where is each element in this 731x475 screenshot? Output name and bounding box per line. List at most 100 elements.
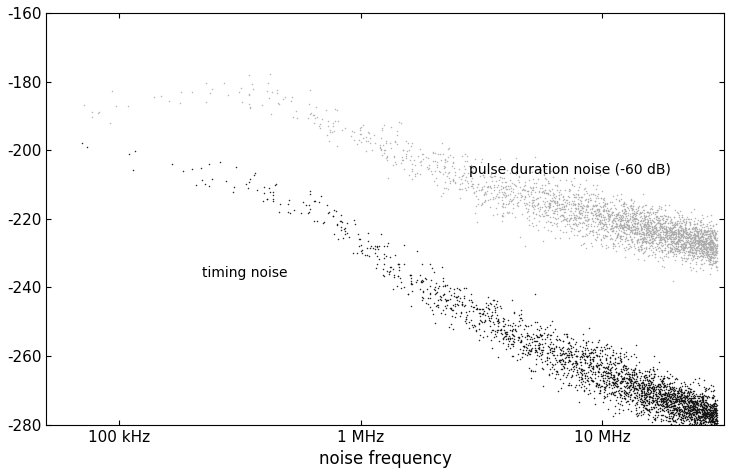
- Point: [700, 251, 712, 258]
- Point: [498, 314, 510, 322]
- Point: [665, 247, 677, 254]
- Point: [664, 247, 676, 255]
- Point: [515, 310, 527, 318]
- Point: [485, 190, 497, 197]
- Point: [633, 245, 645, 253]
- Point: [544, 348, 556, 355]
- Point: [673, 384, 685, 391]
- Point: [331, 142, 343, 150]
- Point: [701, 427, 713, 434]
- Point: [709, 406, 721, 414]
- Point: [683, 233, 694, 241]
- Point: [625, 408, 637, 415]
- Point: [597, 222, 609, 229]
- Point: [665, 228, 677, 236]
- Point: [624, 381, 635, 389]
- Point: [618, 226, 630, 234]
- Point: [564, 348, 576, 355]
- Point: [699, 235, 711, 243]
- Point: [395, 278, 407, 286]
- Point: [695, 232, 707, 239]
- Point: [638, 233, 650, 241]
- Point: [685, 399, 697, 406]
- Point: [637, 403, 648, 411]
- Point: [601, 372, 613, 380]
- Point: [523, 176, 535, 184]
- Point: [670, 390, 681, 398]
- Point: [402, 290, 414, 298]
- Point: [709, 426, 721, 433]
- Point: [445, 291, 457, 299]
- Point: [697, 394, 709, 401]
- Point: [625, 391, 637, 399]
- Point: [631, 224, 643, 232]
- Point: [580, 202, 592, 210]
- Point: [620, 364, 632, 371]
- Point: [668, 395, 680, 403]
- Point: [510, 192, 521, 200]
- Point: [657, 256, 669, 263]
- Point: [624, 223, 635, 230]
- Point: [602, 364, 613, 372]
- Point: [662, 231, 674, 238]
- Point: [677, 246, 689, 254]
- Point: [657, 233, 669, 241]
- Point: [683, 404, 694, 412]
- Point: [710, 408, 721, 416]
- Point: [607, 245, 618, 252]
- Point: [574, 342, 586, 349]
- Point: [683, 436, 695, 444]
- Point: [704, 240, 716, 247]
- Point: [610, 381, 621, 389]
- Point: [674, 422, 686, 429]
- Point: [580, 221, 592, 229]
- Point: [604, 199, 616, 206]
- Point: [529, 196, 540, 204]
- Point: [692, 430, 704, 438]
- Point: [645, 380, 656, 388]
- Point: [622, 221, 634, 229]
- Point: [677, 397, 689, 404]
- Point: [436, 264, 448, 271]
- Point: [640, 404, 651, 411]
- Point: [664, 379, 675, 387]
- Point: [645, 205, 656, 213]
- Point: [421, 285, 433, 293]
- Point: [563, 185, 575, 192]
- Point: [625, 381, 637, 389]
- Point: [636, 234, 648, 242]
- Point: [656, 225, 668, 232]
- Point: [609, 402, 621, 410]
- Point: [613, 215, 624, 223]
- Point: [626, 212, 638, 220]
- Point: [711, 244, 723, 252]
- Point: [477, 310, 488, 318]
- Point: [662, 394, 674, 402]
- Point: [706, 409, 718, 417]
- Point: [544, 365, 556, 372]
- Point: [705, 244, 717, 251]
- Point: [704, 409, 716, 417]
- Point: [575, 375, 586, 383]
- Point: [697, 245, 709, 253]
- Point: [566, 350, 577, 358]
- Point: [694, 422, 705, 429]
- Point: [705, 421, 716, 428]
- Point: [697, 249, 708, 256]
- Point: [623, 392, 635, 399]
- Point: [676, 219, 688, 227]
- Point: [614, 217, 626, 225]
- Point: [692, 428, 703, 435]
- Point: [573, 227, 585, 235]
- Point: [697, 417, 708, 424]
- Point: [628, 224, 640, 231]
- Point: [667, 390, 678, 398]
- Point: [520, 243, 531, 250]
- Point: [708, 415, 719, 423]
- Point: [605, 357, 616, 365]
- Point: [708, 227, 719, 235]
- Point: [689, 398, 700, 406]
- Point: [665, 218, 677, 226]
- Point: [705, 246, 717, 254]
- Point: [697, 410, 709, 418]
